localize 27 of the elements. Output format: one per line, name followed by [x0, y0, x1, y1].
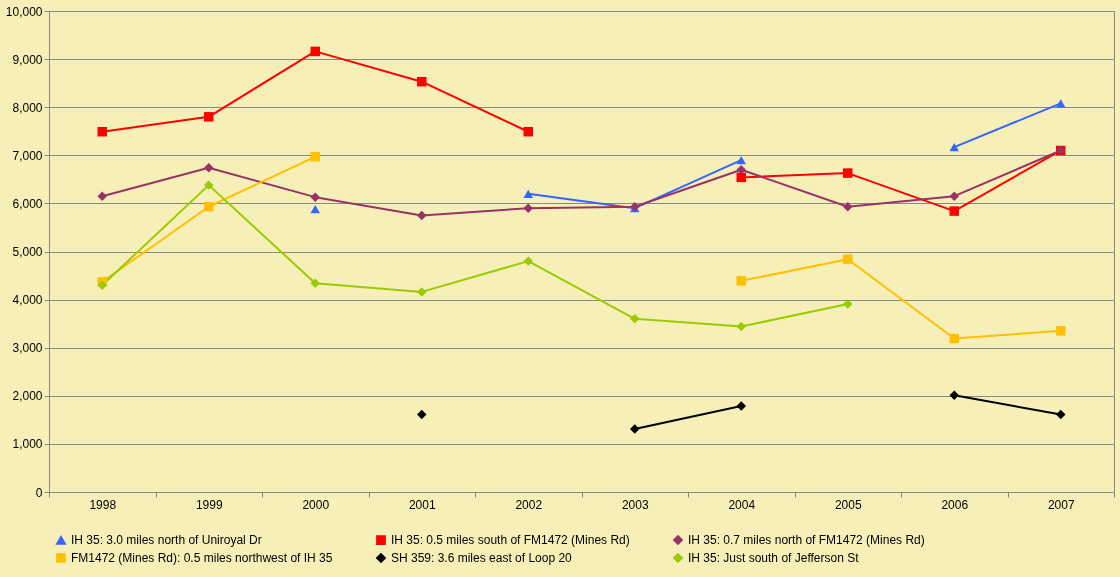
x-tick-label: 2005: [834, 497, 862, 512]
y-tick-label: 7,000: [12, 148, 43, 163]
x-tick-label: 1999: [195, 497, 223, 512]
legend-label: IH 35: 0.7 miles north of FM1472 (Mines Rd): [688, 533, 925, 548]
y-tick-label: 0: [35, 485, 43, 500]
y-tick-label: 1,000: [12, 437, 43, 452]
legend-label: IH 35: 3.0 miles north of Uniroyal Dr: [71, 533, 262, 548]
x-tick-label: 1998: [89, 497, 117, 512]
y-tick-label: 3,000: [12, 341, 43, 356]
legend-label: FM1472 (Mines Rd): 0.5 miles northwest of IH 35: [71, 551, 333, 565]
y-tick-label: 5,000: [12, 245, 43, 259]
y-tick-label: 6,000: [12, 196, 43, 211]
legend-label: SH 359: 3.6 miles east of Loop 20: [391, 551, 573, 565]
x-tick-label: 2000: [302, 497, 330, 512]
y-tick-label: 4,000: [12, 293, 43, 308]
y-tick-label: 2,000: [12, 389, 43, 404]
x-tick-label: 2001: [408, 497, 436, 512]
x-tick-label: 2004: [728, 497, 756, 512]
legend-label: IH 35: 0.5 miles south of FM1472 (Mines Rd): [391, 533, 630, 548]
y-tick-label: 9,000: [12, 52, 43, 67]
legend-label: IH 35: Just south of Jefferson St: [688, 551, 860, 565]
x-tick-label: 2002: [515, 497, 543, 512]
x-tick-label: 2003: [621, 497, 649, 512]
y-tick-label: 8,000: [12, 100, 43, 115]
x-tick-label: 2007: [1047, 497, 1075, 512]
x-tick-label: 2006: [941, 497, 969, 512]
y-tick-label: 10,000: [5, 4, 43, 19]
